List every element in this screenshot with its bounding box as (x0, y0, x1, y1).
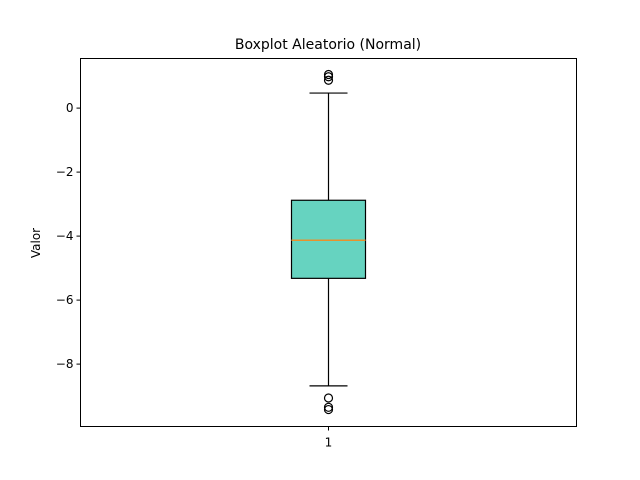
outlier-point (323, 393, 334, 403)
x-tick-label: 1 (325, 436, 333, 450)
plot-area-frame (80, 58, 577, 427)
outlier-point (323, 75, 334, 85)
y-tick-label: −8 (56, 357, 74, 371)
outlier-point (323, 404, 334, 415)
y-tick-label: −2 (56, 165, 74, 179)
box-layer (290, 69, 367, 415)
y-axis-label: Valor (29, 228, 43, 258)
axis-ticks: 0 −2 −4 −6 −8 1 (56, 101, 333, 449)
outlier-point (323, 72, 334, 82)
chart-title: Boxplot Aleatorio (Normal) (235, 37, 421, 53)
y-tick-label: −6 (56, 293, 74, 307)
interquartile-box (290, 199, 367, 279)
y-tick-label: 0 (66, 101, 74, 115)
y-tick-label: −4 (56, 229, 74, 243)
